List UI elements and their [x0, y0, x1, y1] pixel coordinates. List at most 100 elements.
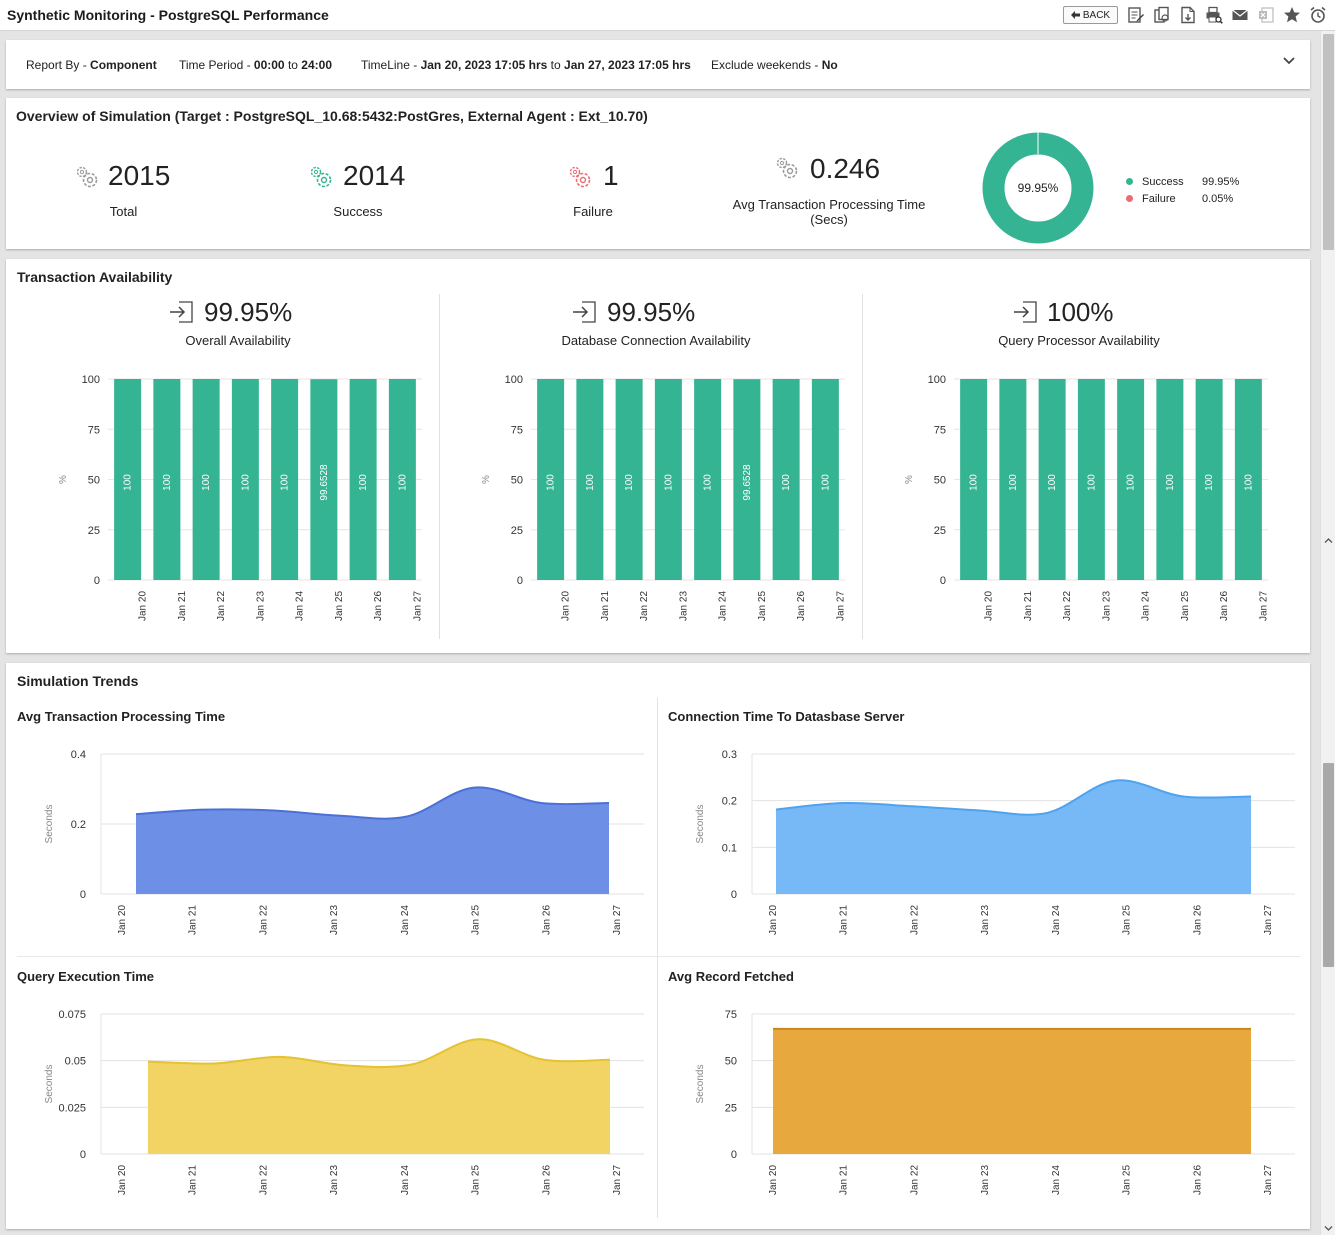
favorite-star-icon[interactable] — [1283, 6, 1301, 24]
area-line[interactable] — [135, 786, 610, 820]
area-fill[interactable] — [776, 780, 1251, 894]
x-tick-label: Jan 26 — [373, 591, 384, 621]
db-connection-availability-value: 99.95% — [607, 297, 696, 327]
bar[interactable] — [231, 379, 259, 580]
report-filter-bar: Report By - Component Time Period - 00:0… — [6, 40, 1310, 89]
y-tick-label: 0 — [940, 575, 946, 587]
x-tick-label: Jan 27 — [612, 905, 623, 935]
gear-failure-icon — [569, 166, 591, 188]
area-fill[interactable] — [773, 1028, 1251, 1154]
bar[interactable] — [1195, 379, 1223, 580]
y-tick-label: 100 — [82, 374, 100, 386]
y-tick-label: 50 — [725, 1056, 737, 1068]
divider — [862, 294, 863, 639]
filter-report-by-value: Component — [90, 58, 157, 72]
avg-transaction-time-area-chart: 0 0.2 0.4 Seconds Jan 20 Jan 21 Jan 22 Jan 23 Ja… — [44, 749, 644, 935]
scroll-thumb[interactable] — [1323, 763, 1334, 967]
bar[interactable] — [615, 379, 643, 580]
y-tick-label: 50 — [511, 475, 523, 487]
x-tick-label: Jan 26 — [796, 591, 807, 621]
schedule-alarm-icon[interactable] — [1309, 6, 1327, 24]
scroll-down-icon[interactable] — [1324, 1224, 1333, 1233]
edit-report-icon[interactable] — [1127, 6, 1145, 24]
x-tick-label: Jan 25 — [334, 591, 345, 621]
bar[interactable] — [271, 379, 299, 580]
area-fill[interactable] — [136, 787, 609, 894]
bar-data-label: 99.6528 — [742, 464, 753, 501]
copy-report-icon[interactable] — [1153, 6, 1171, 24]
x-tick-label: Jan 20 — [117, 1165, 128, 1195]
x-tick-label: Jan 26 — [541, 1165, 552, 1195]
legend-item-failure[interactable]: Failure 0.05% — [1126, 190, 1239, 207]
bar[interactable] — [811, 379, 839, 580]
total-label: Total — [109, 204, 138, 219]
availability-entry-icon — [1014, 301, 1037, 323]
page-title: Synthetic Monitoring - PostgreSQL Perfor… — [7, 7, 329, 23]
pdf-export-icon[interactable] — [1179, 6, 1197, 24]
x-tick-label: Jan 27 — [1263, 1165, 1274, 1195]
bar[interactable] — [153, 379, 181, 580]
filter-timeline: TimeLine - Jan 20, 2023 17:05 hrs to Jan… — [361, 58, 691, 72]
y-tick-label: 0.4 — [71, 749, 86, 761]
x-tick-label: Jan 27 — [412, 591, 423, 621]
bar[interactable] — [388, 379, 416, 580]
bar[interactable] — [733, 379, 761, 380]
y-tick-label: 50 — [88, 475, 100, 487]
bar-data-label: 100 — [624, 474, 635, 491]
scroll-collapse-icon[interactable] — [1324, 536, 1333, 545]
x-tick-label: Jan 24 — [718, 591, 729, 621]
legend-failure-value: 0.05% — [1202, 192, 1234, 205]
bar[interactable] — [960, 379, 988, 580]
bar[interactable] — [349, 379, 377, 580]
bar-data-label: 100 — [397, 474, 408, 491]
bar[interactable] — [192, 379, 220, 580]
y-tick-label: 0 — [94, 575, 100, 587]
chart-title-avg-record-fetched: Avg Record Fetched — [668, 969, 794, 984]
bar[interactable] — [310, 379, 338, 580]
total-count: 2015 — [108, 160, 171, 191]
area-fill[interactable] — [148, 1039, 610, 1154]
area-line[interactable] — [775, 779, 1252, 816]
x-tick-label: Jan 23 — [255, 591, 266, 621]
x-tick-label: Jan 22 — [258, 1165, 269, 1195]
bar[interactable] — [310, 379, 338, 380]
legend-item-success[interactable]: Success 99.95% — [1126, 173, 1239, 190]
legend-success-value: 99.95% — [1202, 175, 1240, 188]
db-connection-availability-label: Database Connection Availability — [561, 333, 751, 348]
chart-title-query-execution-time: Query Execution Time — [17, 969, 155, 984]
bar[interactable] — [1234, 379, 1262, 580]
x-tick-label: Jan 22 — [909, 1165, 920, 1195]
x-tick-label: Jan 23 — [678, 591, 689, 621]
bar[interactable] — [1117, 379, 1145, 580]
scroll-thumb-upper[interactable] — [1323, 34, 1334, 250]
back-button[interactable]: BACK — [1063, 6, 1118, 24]
print-preview-icon[interactable] — [1205, 6, 1223, 24]
x-tick-label: Jan 21 — [839, 1165, 850, 1195]
area-line[interactable] — [147, 1038, 611, 1069]
bar-data-label: 100 — [1243, 474, 1254, 491]
excel-export-icon[interactable] — [1257, 6, 1275, 24]
bar[interactable] — [694, 379, 722, 580]
email-icon[interactable] — [1231, 6, 1249, 24]
bar[interactable] — [576, 379, 604, 580]
bar[interactable] — [654, 379, 682, 580]
bar[interactable] — [1077, 379, 1105, 580]
transaction-availability-panel: Transaction Availability 99.95% Overall … — [6, 259, 1310, 653]
bar[interactable] — [1156, 379, 1184, 580]
y-tick-label: 0.075 — [58, 1009, 86, 1021]
bar[interactable] — [733, 379, 761, 580]
bar-data-label: 100 — [1204, 474, 1215, 491]
y-tick-label: 25 — [934, 525, 946, 537]
bar[interactable] — [999, 379, 1027, 580]
bar[interactable] — [537, 379, 565, 580]
x-tick-label: Jan 23 — [980, 1165, 991, 1195]
filter-timeline-label: TimeLine - — [361, 58, 421, 72]
y-tick-label: 0 — [731, 1149, 737, 1161]
bar[interactable] — [772, 379, 800, 580]
expand-filters-chevron-down-icon[interactable] — [1281, 52, 1297, 68]
bar[interactable] — [1038, 379, 1066, 580]
y-tick-label: 0 — [80, 889, 86, 901]
page-scrollbar[interactable] — [1320, 31, 1335, 1235]
x-tick-label: Jan 24 — [400, 1165, 411, 1195]
bar[interactable] — [114, 379, 142, 580]
